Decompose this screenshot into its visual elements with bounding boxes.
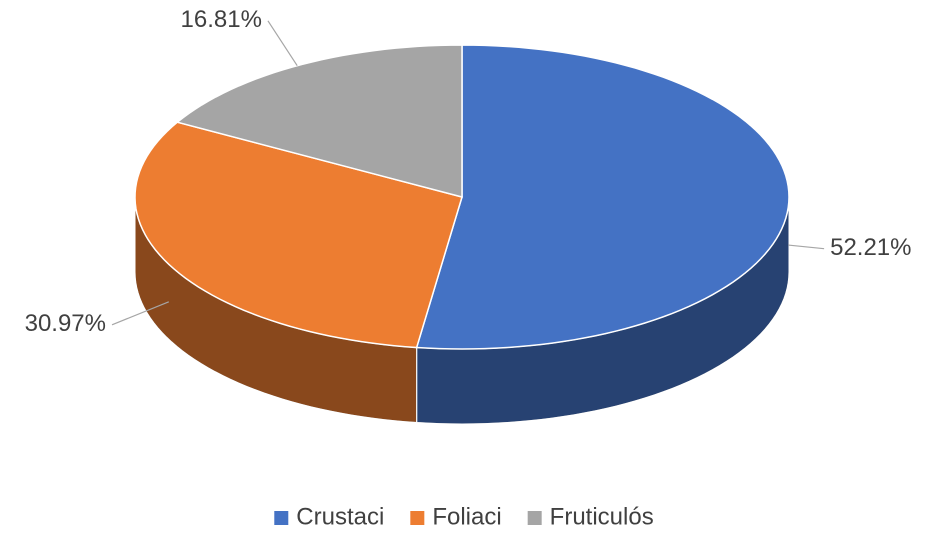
legend-label: Crustaci (296, 503, 384, 530)
legend-label: Foliaci (432, 503, 501, 530)
data-label: 52.21% (830, 234, 911, 261)
data-label: 16.81% (181, 6, 262, 33)
legend-swatch (527, 511, 542, 525)
data-label: 30.97% (25, 310, 106, 337)
legend-label: Fruticulós (550, 503, 654, 530)
slice (134, 121, 463, 349)
legend-swatch (274, 511, 289, 525)
leader-line (111, 301, 170, 326)
slice (415, 44, 790, 350)
slice (175, 44, 463, 198)
leader-line (788, 244, 825, 250)
leader-line (267, 20, 298, 67)
legend-swatch (410, 511, 425, 525)
legend: Crustaci Foliaci Fruticulós (274, 503, 654, 530)
